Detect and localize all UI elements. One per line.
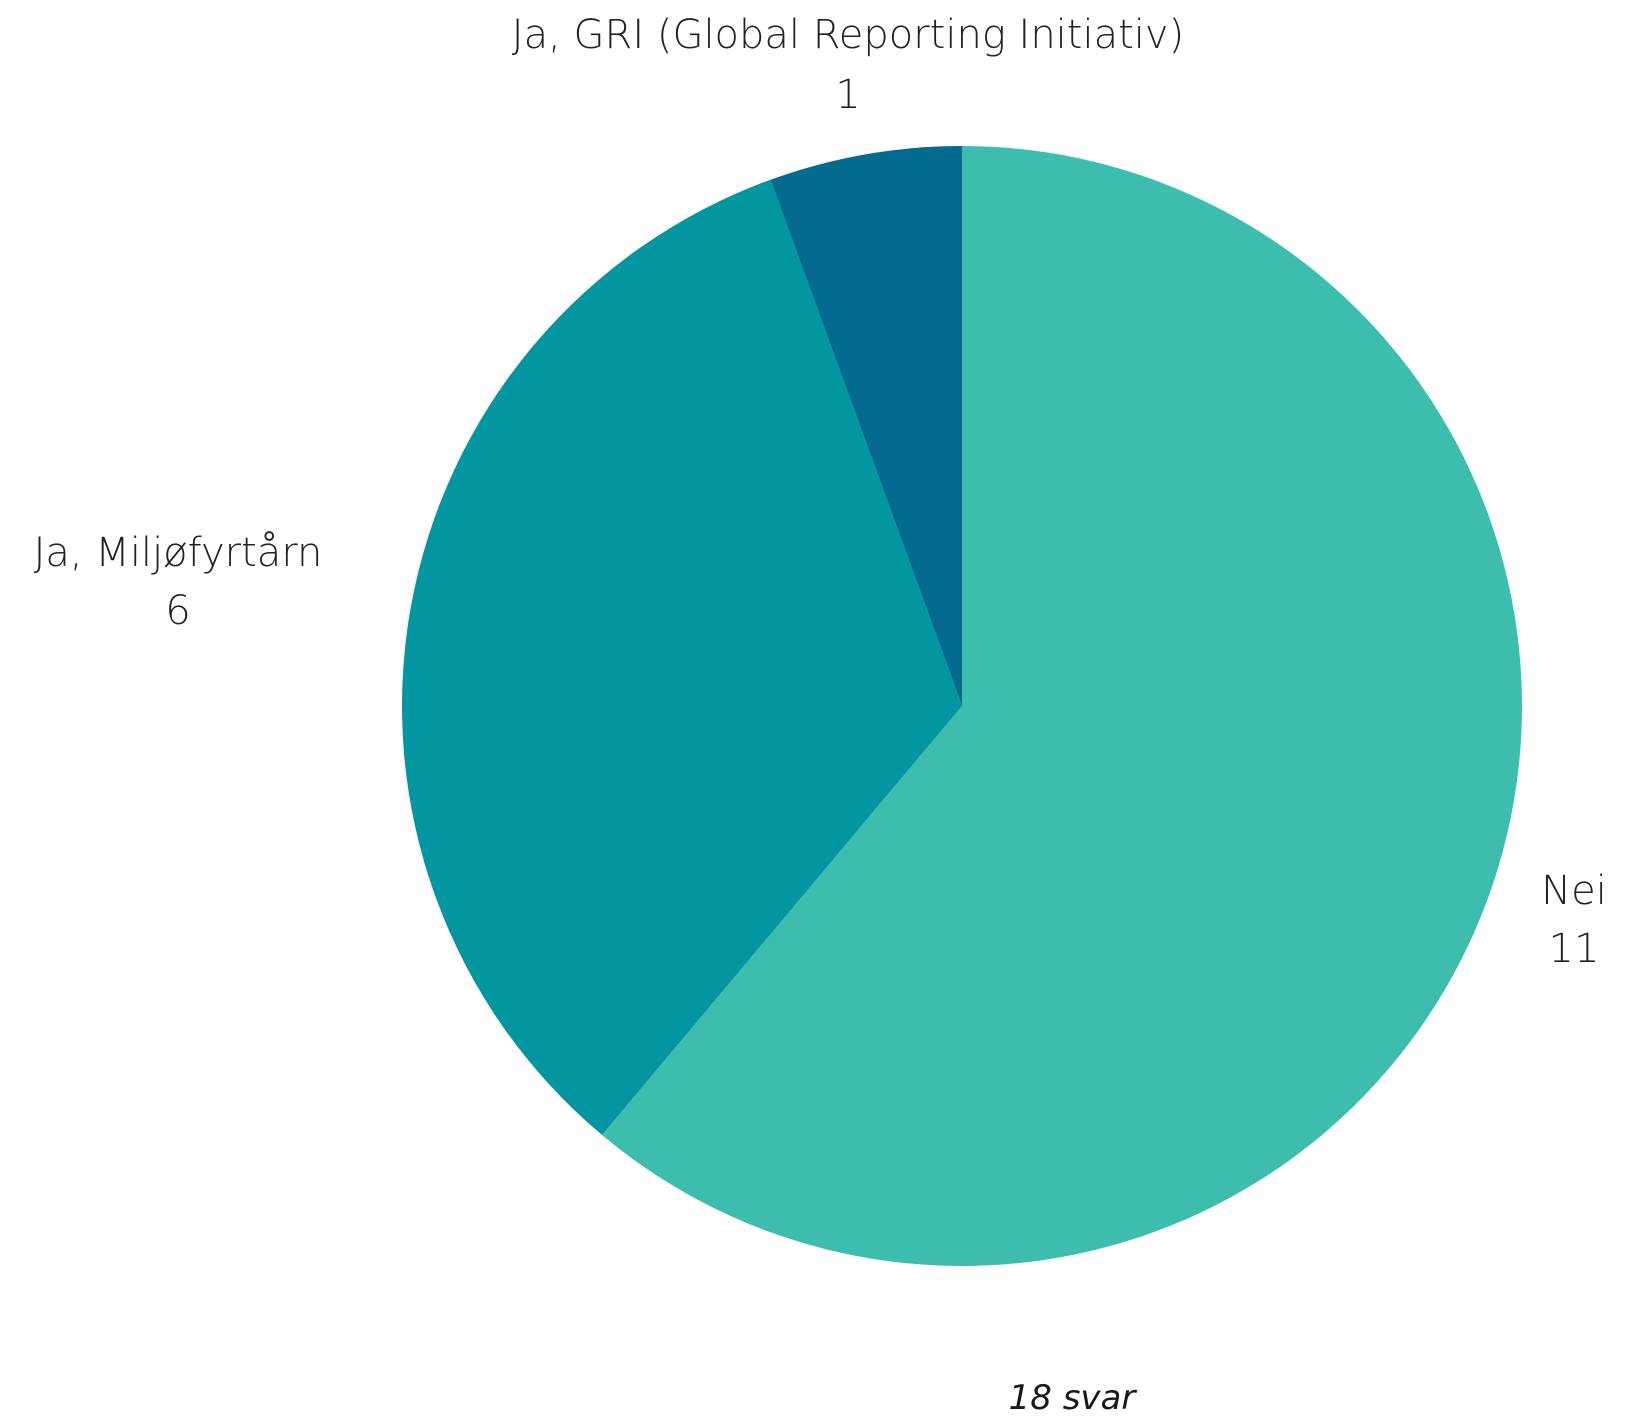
- slice-value-miljofyrtarn: 6: [165, 588, 190, 634]
- slice-label-group-gri: Ja, GRI (Global Reporting Initiativ) 1: [512, 12, 1184, 118]
- pie-slice-0: [602, 146, 1523, 1267]
- pie-slices: [402, 146, 1523, 1267]
- slice-label-miljofyrtarn: Ja, Miljøfyrtårn: [34, 530, 323, 576]
- pie-slice-2: [770, 146, 962, 706]
- slice-label-nei: Nei: [1541, 868, 1607, 914]
- slice-value-nei: 11: [1549, 926, 1600, 972]
- slice-value-gri: 1: [835, 72, 860, 118]
- slice-label-gri: Ja, GRI (Global Reporting Initiativ): [512, 12, 1184, 58]
- response-count-note: 18 svar: [1009, 1378, 1138, 1418]
- pie-slice-1: [402, 179, 962, 1135]
- slice-label-group-miljofyrtarn: Ja, Miljøfyrtårn 6: [34, 530, 323, 634]
- slice-label-group-nei: Nei 11: [1541, 868, 1607, 972]
